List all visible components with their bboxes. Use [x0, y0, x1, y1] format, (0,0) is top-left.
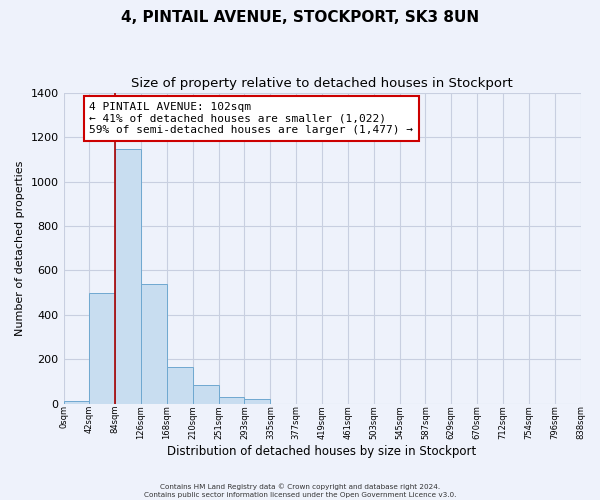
Text: 4, PINTAIL AVENUE, STOCKPORT, SK3 8UN: 4, PINTAIL AVENUE, STOCKPORT, SK3 8UN: [121, 10, 479, 25]
Bar: [115, 148, 141, 404]
Y-axis label: Number of detached properties: Number of detached properties: [15, 160, 25, 336]
Bar: [141, 284, 167, 404]
Bar: [64, 402, 89, 404]
Bar: [218, 398, 244, 404]
X-axis label: Distribution of detached houses by size in Stockport: Distribution of detached houses by size …: [167, 444, 476, 458]
Title: Size of property relative to detached houses in Stockport: Size of property relative to detached ho…: [131, 78, 513, 90]
Text: 4 PINTAIL AVENUE: 102sqm
← 41% of detached houses are smaller (1,022)
59% of sem: 4 PINTAIL AVENUE: 102sqm ← 41% of detach…: [89, 102, 413, 135]
Bar: [167, 367, 193, 404]
Bar: [89, 292, 115, 404]
Text: Contains HM Land Registry data © Crown copyright and database right 2024.
Contai: Contains HM Land Registry data © Crown c…: [144, 484, 456, 498]
Bar: [193, 384, 218, 404]
Bar: [244, 399, 271, 404]
